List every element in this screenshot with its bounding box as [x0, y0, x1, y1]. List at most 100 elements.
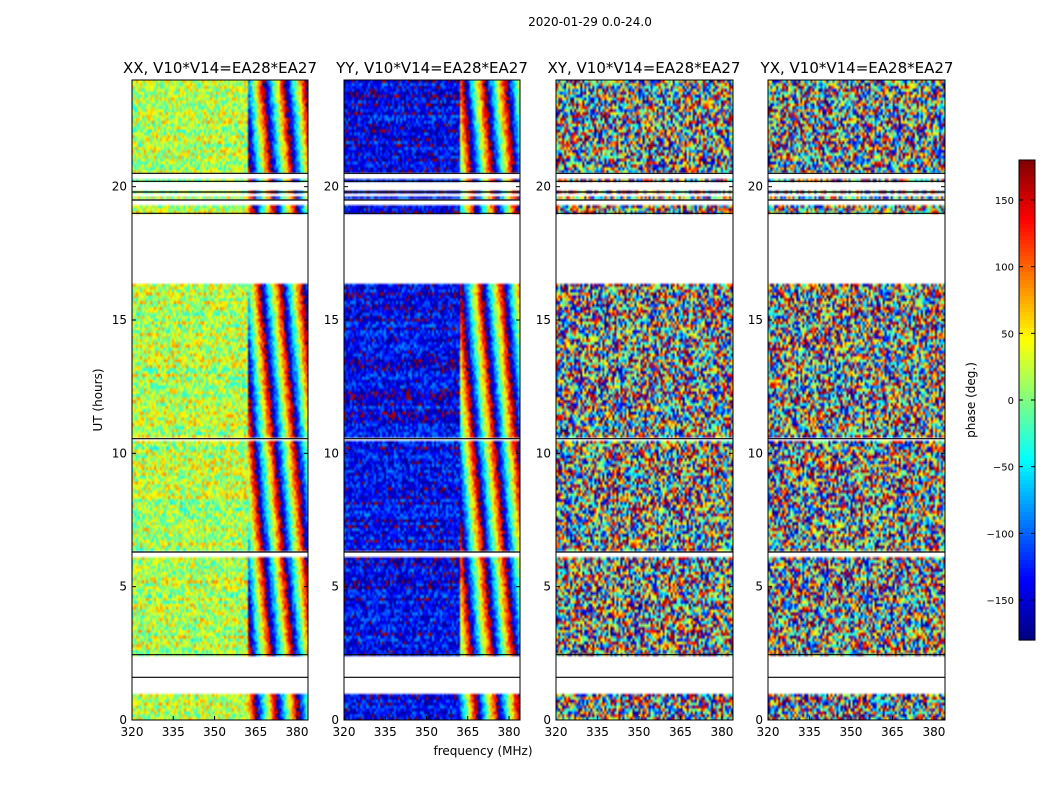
- colorbar-segment: [1019, 436, 1035, 441]
- colorbar-segment: [1019, 424, 1035, 429]
- panel-yy: YY, V10*V14=EA28*EA27 320 335 350 365 380 0 5 1…: [324, 59, 528, 739]
- colorbar-segment: [1019, 624, 1035, 629]
- colorbar-segment: [1019, 376, 1035, 381]
- colorbar-segment: [1019, 536, 1035, 541]
- panel-xy: XY, V10*V14=EA28*EA27 320 335 350 365 380 0 5 1…: [536, 59, 741, 739]
- x-tick-label: 365: [456, 725, 479, 739]
- x-tick-label: 350: [628, 725, 651, 739]
- y-tick-label: 10: [324, 446, 339, 460]
- colorbar-segment: [1019, 276, 1035, 281]
- x-tick-label: 380: [710, 725, 733, 739]
- colorbar-label: phase (deg.): [964, 362, 978, 438]
- x-axis-label: frequency (MHz): [433, 744, 532, 758]
- colorbar-segment: [1019, 464, 1035, 469]
- y-tick-label: 20: [536, 180, 551, 194]
- x-tick-label: 335: [586, 725, 609, 739]
- x-tick-label: 350: [203, 725, 226, 739]
- colorbar-segment: [1019, 548, 1035, 553]
- colorbar-segment: [1019, 540, 1035, 545]
- colorbar-segment: [1019, 380, 1035, 385]
- colorbar-segment: [1019, 172, 1035, 177]
- x-tick-label: 380: [922, 725, 945, 739]
- panel-title: YX, V10*V14=EA28*EA27: [760, 59, 954, 77]
- colorbar-segment: [1019, 352, 1035, 357]
- panel-title: XX, V10*V14=EA28*EA27: [123, 59, 317, 77]
- colorbar-segment: [1019, 364, 1035, 369]
- y-tick-label: 15: [748, 313, 763, 327]
- colorbar-segment: [1019, 592, 1035, 597]
- colorbar-segment: [1019, 260, 1035, 265]
- colorbar-segment: [1019, 396, 1035, 401]
- colorbar-segment: [1019, 208, 1035, 213]
- colorbar-segment: [1019, 600, 1035, 605]
- colorbar-segment: [1019, 252, 1035, 257]
- colorbar-segment: [1019, 628, 1035, 633]
- figure-title: 2020-01-29 0.0-24.0: [528, 15, 652, 29]
- x-tick-label: 365: [881, 725, 904, 739]
- y-tick-label: 0: [119, 713, 127, 727]
- colorbar-segment: [1019, 180, 1035, 185]
- y-tick-label: 5: [755, 580, 763, 594]
- colorbar-segment: [1019, 412, 1035, 417]
- colorbar-segment: [1019, 340, 1035, 345]
- colorbar-segment: [1019, 280, 1035, 285]
- colorbar-segment: [1019, 560, 1035, 565]
- phase-image: [132, 80, 308, 720]
- colorbar-segment: [1019, 468, 1035, 473]
- colorbar: 150 100 50 0 −50 −100 −150: [987, 159, 1036, 641]
- colorbar-segment: [1019, 292, 1035, 297]
- panel-xx: XX, V10*V14=EA28*EA27 320 335 350 365 380 0 5 1…: [112, 59, 317, 739]
- colorbar-segment: [1019, 212, 1035, 217]
- colorbar-segment: [1019, 248, 1035, 253]
- colorbar-segment: [1019, 236, 1035, 241]
- colorbar-segment: [1019, 400, 1035, 405]
- colorbar-segment: [1019, 544, 1035, 549]
- colorbar-segment: [1019, 320, 1035, 325]
- colorbar-tick-label: 0: [1008, 396, 1014, 407]
- x-tick-label: 365: [244, 725, 267, 739]
- colorbar-segment: [1019, 524, 1035, 529]
- axes-frame: [343, 79, 521, 721]
- colorbar-segment: [1019, 344, 1035, 349]
- colorbar-segment: [1019, 328, 1035, 333]
- y-tick-label: 10: [112, 446, 127, 460]
- phase-image: [556, 80, 733, 720]
- colorbar-segment: [1019, 216, 1035, 221]
- colorbar-segment: [1019, 196, 1035, 201]
- colorbar-segment: [1019, 360, 1035, 365]
- colorbar-segment: [1019, 584, 1035, 589]
- y-tick-label: 5: [119, 580, 127, 594]
- colorbar-segment: [1019, 228, 1035, 233]
- colorbar-segment: [1019, 556, 1035, 561]
- colorbar-segment: [1019, 508, 1035, 513]
- colorbar-segment: [1019, 240, 1035, 245]
- colorbar-segment: [1019, 456, 1035, 461]
- colorbar-segment: [1019, 368, 1035, 373]
- x-tick-label: 320: [545, 725, 568, 739]
- colorbar-segment: [1019, 512, 1035, 517]
- phase-image: [344, 80, 520, 720]
- panel-title: XY, V10*V14=EA28*EA27: [548, 59, 741, 77]
- colorbar-segment: [1019, 488, 1035, 493]
- colorbar-segment: [1019, 372, 1035, 377]
- colorbar-segment: [1019, 316, 1035, 321]
- y-tick-label: 0: [755, 713, 763, 727]
- x-tick-label: 380: [498, 725, 521, 739]
- colorbar-segment: [1019, 520, 1035, 525]
- y-tick-label: 20: [324, 180, 339, 194]
- colorbar-segment: [1019, 496, 1035, 501]
- colorbar-tick-label: −150: [987, 596, 1014, 607]
- colorbar-segment: [1019, 312, 1035, 317]
- x-tick-label: 380: [286, 725, 309, 739]
- panel-heatmap: 320 335 350 365 380 0 5 10 15 20: [112, 79, 309, 739]
- x-tick-label: 335: [374, 725, 397, 739]
- colorbar-segment: [1019, 160, 1035, 165]
- colorbar-segment: [1019, 184, 1035, 189]
- colorbar-segment: [1019, 636, 1035, 641]
- colorbar-segment: [1019, 308, 1035, 313]
- x-tick-label: 365: [669, 725, 692, 739]
- colorbar-segment: [1019, 440, 1035, 445]
- colorbar-tick-label: −100: [987, 529, 1014, 540]
- x-tick-label: 320: [121, 725, 144, 739]
